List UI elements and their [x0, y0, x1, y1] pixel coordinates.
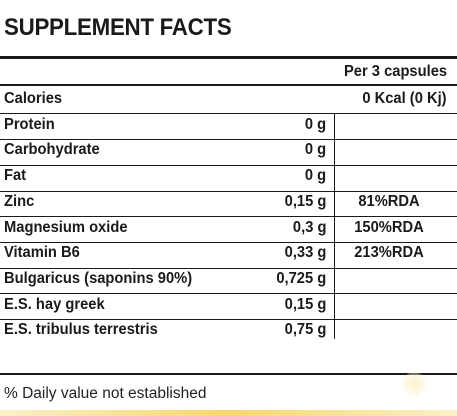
serving-header: Per 3 capsules [343, 63, 447, 80]
row-amount: 0,3 g [292, 218, 326, 236]
row-divider [0, 164, 457, 166]
panel-title: SUPPLEMENT FACTS [4, 14, 232, 41]
row-divider [0, 293, 457, 295]
row-divider [0, 190, 457, 192]
row-name: E.S. tribulus terrestris [4, 321, 158, 339]
row-divider [0, 139, 457, 141]
column-divider [334, 114, 335, 339]
row-rda: 150%RDA [354, 218, 424, 236]
row-name: Fat [4, 167, 27, 185]
row-divider [0, 319, 457, 320]
row-name: Carbohydrate [4, 141, 100, 159]
row-amount: 0,75 g [284, 321, 326, 339]
row-name: Vitamin B6 [4, 244, 80, 262]
row-amount: 0,15 g [284, 295, 326, 313]
row-name: E.S. hay greek [4, 295, 105, 313]
decorative-edge [0, 410, 457, 416]
top-rule [0, 56, 457, 59]
row-amount: 0 Kcal (0 Kj) [362, 90, 447, 107]
footnote: % Daily value not established [4, 385, 207, 402]
row-name: Zinc [4, 192, 35, 210]
row-amount: 0 g [304, 141, 326, 159]
row-name: Protein [4, 115, 55, 133]
decorative-glow [402, 372, 426, 396]
row-divider [0, 241, 457, 243]
row-amount: 0 g [304, 167, 326, 185]
bottom-rule [0, 373, 457, 375]
row-divider [0, 216, 457, 218]
header-rule [0, 84, 457, 86]
row-divider [0, 113, 457, 115]
row-rda: 81%RDA [358, 192, 420, 210]
row-name: Bulgaricus (saponins 90%) [4, 269, 193, 287]
row-amount: 0,725 g [276, 269, 326, 287]
row-name: Calories [4, 90, 63, 107]
row-amount: 0 g [304, 115, 326, 133]
row-divider [0, 267, 457, 269]
row-name: Magnesium oxide [4, 218, 128, 236]
row-amount: 0,15 g [284, 192, 326, 210]
row-rda: 213%RDA [354, 244, 424, 262]
row-amount: 0,33 g [284, 244, 326, 262]
